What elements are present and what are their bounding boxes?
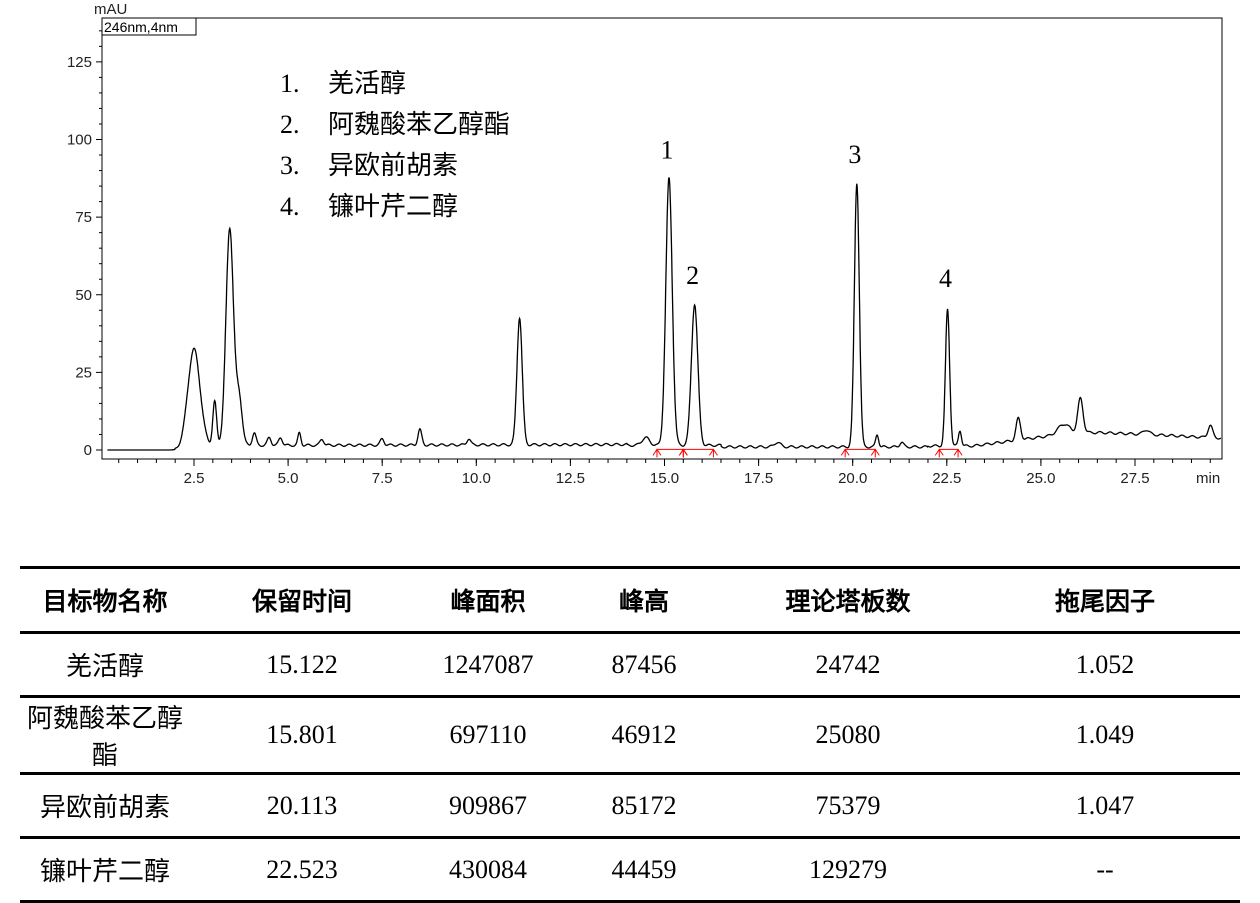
- cell-peak-area: 909867: [414, 773, 562, 839]
- chromatogram-chart: 246nm,4nm mAU min 0 25 50 75 100 125 2.5 5.0 7.…: [67, 1, 1223, 487]
- x-tick-label: 7.5: [372, 470, 393, 487]
- baseline-marker-arrow: [840, 448, 850, 458]
- results-table: 目标物名称 保留时间 峰面积 峰高 理论塔板数 拖尾因子 羌活醇 15.122 …: [20, 566, 1240, 903]
- cell-compound: 异欧前胡素: [20, 773, 190, 839]
- cell-peak-area: 697110: [414, 696, 562, 775]
- x-tick-label: 5.0: [278, 470, 299, 487]
- x-axis: 2.5 5.0 7.5 10.0 12.5 15.0 17.5 20.0 22.5 25.0 27.…: [118, 459, 1211, 487]
- y-tick-label: 125: [67, 54, 92, 71]
- cell-plate-count: 24742: [726, 632, 970, 698]
- cell-compound: 阿魏酸苯乙醇酯: [20, 696, 190, 775]
- peak-labels: 1 2 3 4: [661, 135, 953, 293]
- cell-peak-area: 430084: [414, 837, 562, 903]
- table-row: 异欧前胡素 20.113 909867 85172 75379 1.047: [20, 773, 1240, 839]
- peak-number-label: 3: [848, 140, 861, 169]
- chromatogram-trace: [107, 177, 1222, 451]
- cell-peak-height: 87456: [562, 632, 726, 698]
- peak-number-label: 4: [939, 264, 952, 293]
- peak-number-label: 2: [686, 261, 699, 290]
- x-tick-label: 22.5: [932, 470, 961, 487]
- cell-peak-height: 44459: [562, 837, 726, 903]
- cell-peak-height: 46912: [562, 696, 726, 775]
- cell-peak-area: 1247087: [414, 632, 562, 698]
- legend-item-number: 1.: [280, 69, 300, 98]
- cell-plate-count: 75379: [726, 773, 970, 839]
- y-tick-label: 0: [84, 442, 92, 459]
- x-tick-label: 12.5: [556, 470, 585, 487]
- table-row: 阿魏酸苯乙醇酯 15.801 697110 46912 25080 1.049: [20, 696, 1240, 775]
- cell-plate-count: 25080: [726, 696, 970, 775]
- table-row: 镰叶芹二醇 22.523 430084 44459 129279 --: [20, 837, 1240, 903]
- x-tick-label: 27.5: [1120, 470, 1149, 487]
- baseline-marker-arrow: [709, 448, 718, 458]
- legend-item-name: 异欧前胡素: [328, 151, 458, 180]
- cell-tailing-factor: 1.052: [970, 632, 1240, 698]
- cell-retention-time: 20.113: [190, 773, 414, 839]
- header-peak-area: 峰面积: [414, 567, 562, 634]
- legend-item-name: 羌活醇: [328, 69, 406, 98]
- legend: 1. 羌活醇 2. 阿魏酸苯乙醇酯 3. 异欧前胡素 4. 镰叶芹二醇: [280, 69, 510, 221]
- table-header-row: 目标物名称 保留时间 峰面积 峰高 理论塔板数 拖尾因子: [20, 567, 1240, 634]
- cell-tailing-factor: --: [970, 837, 1240, 903]
- cell-tailing-factor: 1.049: [970, 696, 1240, 775]
- legend-item-number: 4.: [280, 192, 300, 221]
- x-unit-label: min: [1196, 470, 1220, 487]
- y-axis: 0 25 50 75 100 125: [67, 30, 102, 459]
- header-plate-count: 理论塔板数: [726, 567, 970, 634]
- plot-frame: [101, 17, 1223, 460]
- header-compound: 目标物名称: [20, 567, 190, 634]
- baseline-marker-arrow: [934, 448, 944, 458]
- y-tick-label: 75: [75, 209, 92, 226]
- y-tick-label: 50: [75, 287, 92, 304]
- header-peak-height: 峰高: [562, 567, 726, 634]
- table-row: 羌活醇 15.122 1247087 87456 24742 1.052: [20, 632, 1240, 698]
- baseline-markers: [652, 448, 963, 458]
- legend-item-name: 镰叶芹二醇: [328, 192, 458, 221]
- baseline-marker-arrow: [870, 448, 880, 458]
- wavelength-label: 246nm,4nm: [104, 19, 178, 35]
- cell-retention-time: 22.523: [190, 837, 414, 903]
- legend-item-number: 3.: [280, 151, 300, 180]
- x-tick-label: 10.0: [462, 470, 491, 487]
- x-tick-label: 17.5: [744, 470, 773, 487]
- cell-compound: 镰叶芹二醇: [20, 837, 190, 903]
- header-tailing-factor: 拖尾因子: [970, 567, 1240, 634]
- cell-plate-count: 129279: [726, 837, 970, 903]
- baseline-marker-arrow: [678, 448, 688, 458]
- y-tick-label: 25: [75, 364, 92, 381]
- peak-number-label: 1: [661, 135, 674, 164]
- legend-item-number: 2.: [280, 110, 300, 139]
- cell-retention-time: 15.122: [190, 632, 414, 698]
- y-tick-label: 100: [67, 132, 92, 149]
- cell-retention-time: 15.801: [190, 696, 414, 775]
- header-retention-time: 保留时间: [190, 567, 414, 634]
- cell-peak-height: 85172: [562, 773, 726, 839]
- wavelength-box: [101, 17, 197, 36]
- x-tick-label: 15.0: [650, 470, 679, 487]
- x-tick-label: 20.0: [838, 470, 867, 487]
- cell-tailing-factor: 1.047: [970, 773, 1240, 839]
- cell-compound: 羌活醇: [20, 632, 190, 698]
- y-unit-label: mAU: [94, 1, 127, 18]
- legend-item-name: 阿魏酸苯乙醇酯: [328, 110, 510, 139]
- x-tick-label: 2.5: [184, 470, 205, 487]
- baseline-marker-arrow: [953, 448, 963, 458]
- x-tick-label: 25.0: [1026, 470, 1055, 487]
- baseline-marker-arrow: [652, 448, 662, 458]
